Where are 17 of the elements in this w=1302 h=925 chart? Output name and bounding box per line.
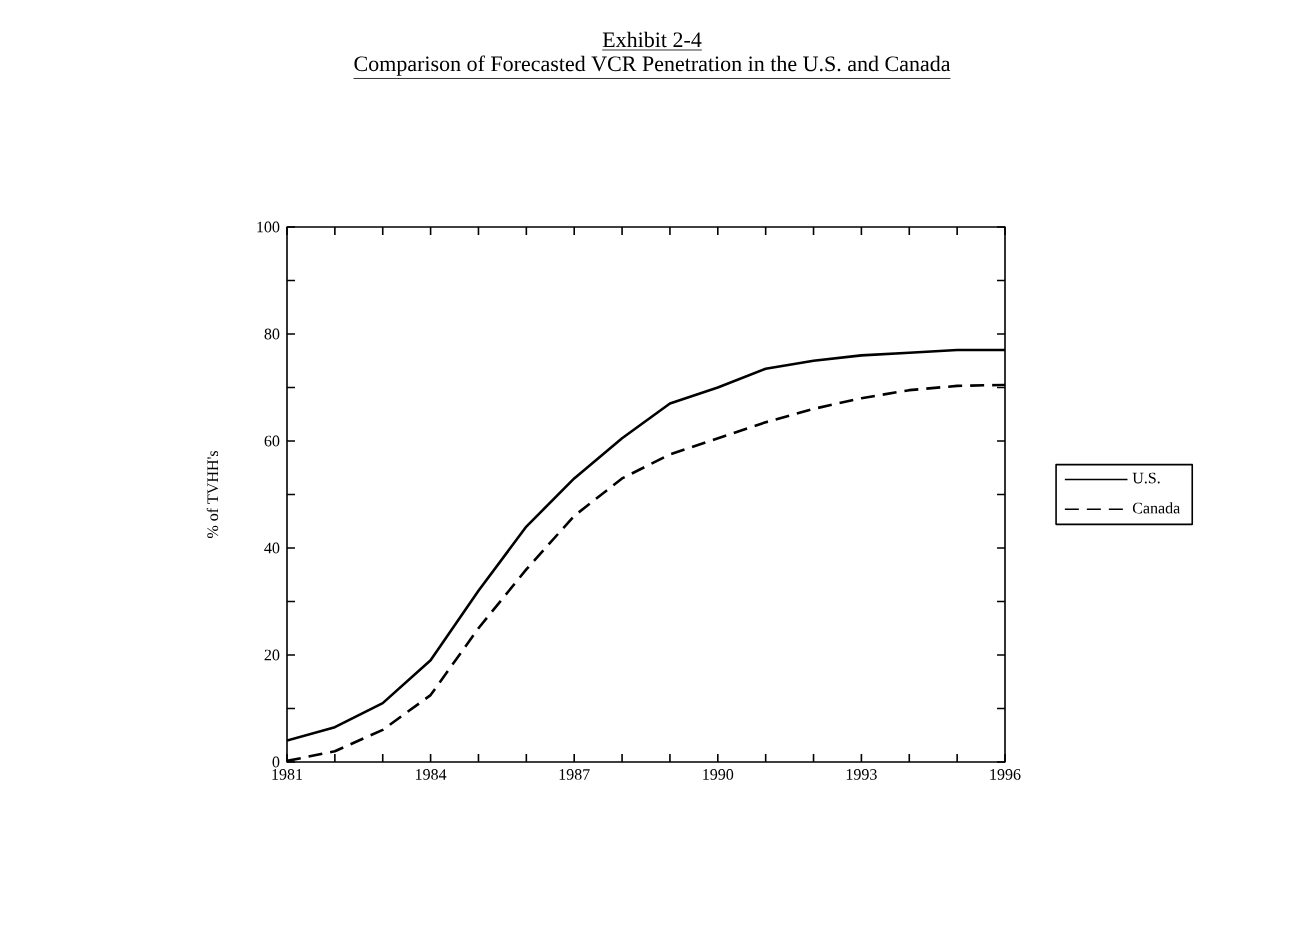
chart-title: Exhibit 2-4 [602,31,702,48]
y-axis-title: % of TVHH's [206,450,219,539]
x-tick-label: 1984 [416,769,447,780]
legend-label: Canada [1132,502,1181,514]
y-tick-label: 80 [264,328,280,340]
y-tick-label: 0 [272,756,280,768]
legend-label: U.S. [1132,472,1160,484]
y-tick-label: 60 [264,435,280,447]
x-tick-label: 1987 [559,769,590,780]
x-tick-label: 1990 [703,769,734,780]
x-tick-label: 1981 [272,769,303,780]
y-tick-label: 20 [264,649,280,661]
x-tick-label: 1993 [846,769,877,780]
y-tick-label: 100 [257,221,280,233]
x-tick-label: 1996 [990,769,1021,780]
chart-subtitle: Comparison of Forecasted VCR Penetration in the U.S. and Canada [354,55,951,76]
y-tick-label: 40 [264,542,280,554]
